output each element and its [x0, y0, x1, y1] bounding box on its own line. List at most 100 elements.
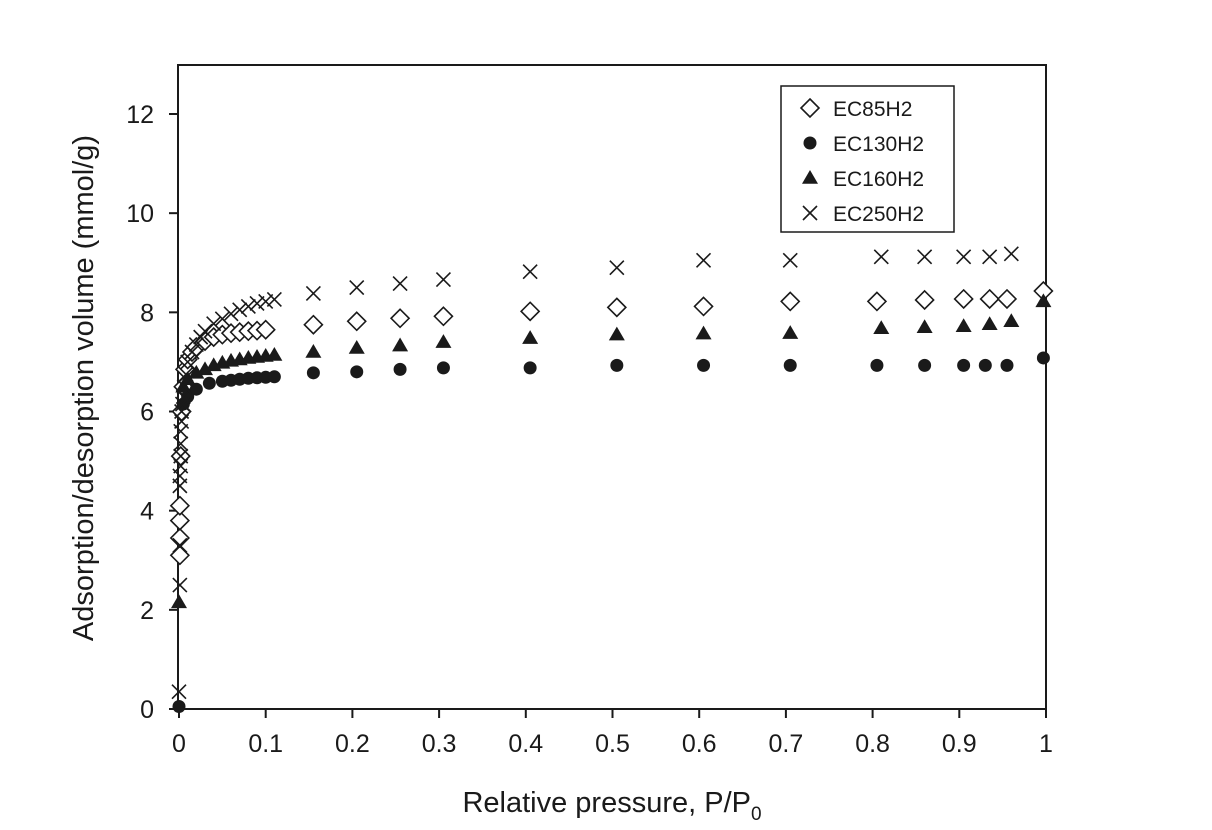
- point-ec85h2: [389, 308, 411, 329]
- point-ec250h2: [240, 298, 256, 314]
- point-ec85h2: [996, 288, 1018, 310]
- data-markers: [169, 246, 1054, 714]
- point-ec250h2: [917, 249, 933, 265]
- point-ec250h2: [172, 577, 188, 593]
- y-tick-label: 2: [140, 597, 154, 625]
- point-ec250h2: [249, 295, 265, 311]
- point-ec250h2: [197, 323, 213, 339]
- point-ec250h2: [1003, 246, 1019, 262]
- point-ec250h2: [173, 436, 189, 452]
- point-ec130h2: [1000, 358, 1014, 372]
- point-ec130h2: [783, 358, 797, 372]
- point-ec250h2: [522, 264, 538, 280]
- point-ec250h2: [305, 285, 321, 302]
- x-tick-label: 0.4: [508, 730, 543, 758]
- point-ec160h2: [782, 325, 799, 339]
- point-ec85h2: [953, 288, 974, 310]
- point-ec160h2: [392, 337, 409, 352]
- point-ec250h2: [178, 366, 194, 382]
- legend-marker-ec130h2: [803, 136, 817, 150]
- point-ec250h2: [392, 276, 408, 292]
- x-tick-label: 0.6: [682, 730, 717, 758]
- point-ec160h2: [981, 316, 998, 330]
- point-ec85h2: [169, 510, 190, 531]
- point-ec250h2: [782, 252, 798, 268]
- x-tick-label: 0.7: [769, 730, 804, 758]
- point-ec130h2: [610, 358, 624, 372]
- point-ec160h2: [348, 340, 365, 354]
- y-tick-label: 4: [140, 498, 154, 526]
- x-axis-title-subscript: 0: [751, 804, 762, 825]
- y-tick-label: 12: [126, 101, 154, 129]
- point-ec130h2: [202, 376, 216, 390]
- legend-label-ec160h2: EC160H2: [833, 168, 924, 191]
- point-ec130h2: [393, 362, 407, 376]
- point-ec250h2: [180, 354, 196, 370]
- point-ec160h2: [522, 330, 539, 344]
- point-ec160h2: [435, 334, 452, 348]
- legend-label-ec85h2: EC85H2: [833, 98, 912, 121]
- point-ec160h2: [305, 344, 322, 358]
- point-ec130h2: [267, 370, 281, 384]
- point-ec250h2: [184, 344, 200, 360]
- x-tick-label: 0.9: [942, 730, 977, 758]
- point-ec250h2: [232, 302, 248, 318]
- point-ec130h2: [697, 358, 711, 372]
- legend-label-ec250h2: EC250H2: [833, 203, 924, 226]
- x-tick-label: 0.2: [335, 730, 370, 758]
- point-ec250h2: [349, 279, 365, 296]
- legend-label-ec130h2: EC130H2: [833, 133, 924, 156]
- point-ec250h2: [435, 272, 452, 288]
- point-ec250h2: [206, 316, 222, 332]
- x-tick-label: 0: [172, 730, 186, 758]
- point-ec160h2: [188, 364, 205, 379]
- point-ec85h2: [866, 291, 888, 312]
- point-ec250h2: [176, 379, 192, 395]
- point-ec160h2: [179, 371, 196, 386]
- point-ec130h2: [870, 358, 884, 372]
- point-ec85h2: [520, 301, 541, 322]
- point-ec130h2: [978, 358, 992, 372]
- point-ec160h2: [171, 594, 187, 609]
- point-ec130h2: [306, 366, 320, 380]
- point-ec160h2: [873, 320, 890, 334]
- point-ec250h2: [695, 252, 712, 268]
- point-ec85h2: [780, 291, 801, 312]
- x-tick-label: 0.8: [855, 730, 890, 758]
- point-ec160h2: [955, 318, 972, 332]
- point-ec160h2: [197, 361, 214, 376]
- point-ec85h2: [255, 319, 276, 340]
- x-tick-label: 0.5: [595, 730, 630, 758]
- x-tick-label: 1: [1039, 730, 1053, 758]
- point-ec160h2: [695, 325, 712, 340]
- legend-marker-ec85h2: [799, 97, 821, 119]
- point-ec85h2: [979, 288, 1000, 310]
- point-ec160h2: [608, 326, 625, 341]
- point-ec130h2: [350, 365, 364, 379]
- point-ec85h2: [303, 314, 324, 335]
- point-ec85h2: [914, 289, 935, 311]
- point-ec250h2: [172, 537, 188, 553]
- point-ec250h2: [188, 336, 204, 353]
- x-tick-label: 0.3: [422, 730, 457, 758]
- point-ec130h2: [523, 361, 537, 375]
- point-ec130h2: [1036, 351, 1050, 365]
- point-ec160h2: [1035, 293, 1052, 308]
- point-ec250h2: [171, 684, 187, 700]
- point-ec250h2: [173, 448, 189, 464]
- point-ec85h2: [606, 297, 627, 318]
- point-ec85h2: [169, 545, 190, 566]
- x-tick-label: 0.1: [248, 730, 283, 758]
- point-ec130h2: [436, 361, 450, 375]
- y-axis-ticks: 0 2 4 6 8 10 12: [126, 101, 178, 724]
- legend: EC85H2 EC130H2 EC160H2 EC250H2: [780, 85, 955, 233]
- point-ec130h2: [918, 358, 932, 372]
- y-tick-label: 10: [126, 200, 154, 228]
- point-ec85h2: [169, 495, 190, 516]
- legend-marker-ec160h2: [802, 170, 818, 184]
- y-tick-label: 6: [140, 399, 154, 427]
- point-ec250h2: [223, 306, 239, 322]
- point-ec250h2: [982, 249, 998, 265]
- point-ec250h2: [258, 293, 274, 309]
